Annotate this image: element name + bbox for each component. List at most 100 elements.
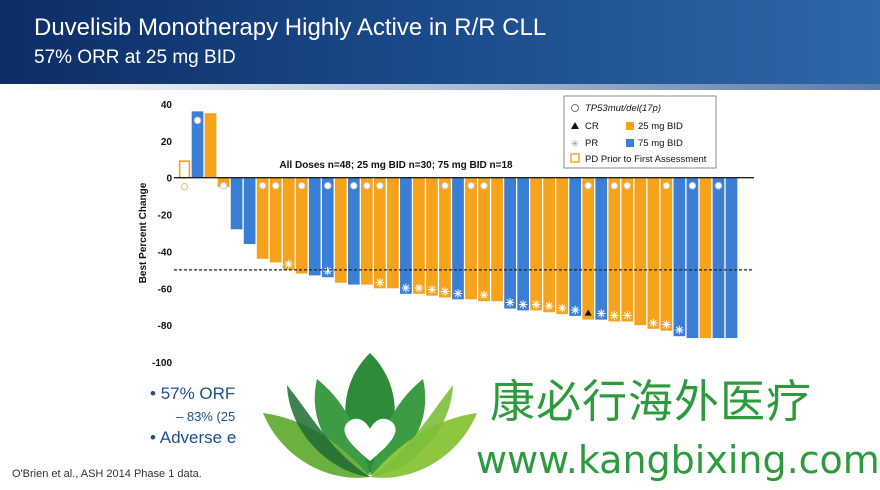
pr-star: ✳ <box>440 287 449 299</box>
bar <box>439 177 451 298</box>
bar <box>256 177 269 259</box>
bar <box>556 177 569 315</box>
pr-star: ✳ <box>505 298 514 310</box>
y-tick-label: -20 <box>158 211 173 222</box>
bullet-orr: • 57% ORF <box>150 384 236 403</box>
watermark-chinese: 康必行海外医疗 <box>490 375 813 428</box>
slide-header: Duvelisib Monotherapy Highly Active in R… <box>0 0 880 84</box>
bar <box>595 177 608 320</box>
slide-subtitle: 57% ORR at 25 mg BID <box>34 47 236 68</box>
bar <box>504 177 516 309</box>
pr-star: ✳ <box>479 290 488 302</box>
legend-75mg-label: 75 mg BID <box>638 138 683 149</box>
tp53-marker <box>467 182 475 190</box>
bar <box>491 177 503 302</box>
pr-star: ✳ <box>597 309 606 321</box>
pr-star: ✳ <box>558 303 567 315</box>
bar <box>191 111 204 178</box>
bar <box>308 177 321 276</box>
bar <box>295 177 308 274</box>
pr-star: ✳ <box>323 266 332 278</box>
tp53-marker <box>584 182 592 190</box>
bar <box>582 177 595 320</box>
tp53-marker <box>363 182 371 190</box>
y-tick-label: 0 <box>166 174 172 185</box>
legend-pr-icon: ✳ <box>571 139 579 150</box>
bar <box>608 177 621 322</box>
tp53-marker <box>180 183 189 191</box>
watermark-url: www.kangbixing.com <box>476 438 880 482</box>
pr-star: ✳ <box>571 305 580 317</box>
bar <box>465 177 477 300</box>
legend-tp53-label: TP53mut/del(17p) <box>585 103 661 114</box>
pr-star: ✳ <box>532 299 541 311</box>
pr-star: ✳ <box>427 285 436 297</box>
pr-star: ✳ <box>610 310 619 322</box>
bar-pd <box>178 160 191 179</box>
legend-orange-swatch <box>626 122 634 130</box>
legend-blue-swatch <box>626 139 634 147</box>
tp53-marker <box>258 182 267 190</box>
bullet-orr-text: 57% ORF <box>160 384 236 403</box>
bar <box>426 177 438 296</box>
bar <box>478 177 490 302</box>
legend-cr-label: CR <box>585 121 599 132</box>
tp53-marker <box>376 182 384 190</box>
pr-star: ✳ <box>519 299 528 311</box>
tp53-marker <box>714 182 723 190</box>
legend-tp53-icon <box>571 104 579 112</box>
pr-star: ✳ <box>284 259 293 271</box>
tp53-marker <box>271 182 280 190</box>
bar <box>413 177 425 294</box>
pr-star: ✳ <box>662 320 671 332</box>
footnote: O'Brien et al., ASH 2014 Phase 1 data. <box>12 468 202 480</box>
bar <box>360 177 373 285</box>
bar <box>712 177 725 339</box>
pr-star: ✳ <box>375 277 384 289</box>
pr-star: ✳ <box>649 318 658 330</box>
bar <box>230 177 243 230</box>
y-tick-label: -100 <box>152 358 172 369</box>
bar <box>543 177 556 313</box>
header-divider <box>0 84 880 90</box>
tp53-marker <box>193 116 202 125</box>
y-tick-label: -80 <box>158 321 173 332</box>
bar <box>269 177 282 263</box>
chart-annotation: All Doses n=48; 25 mg BID n=30; 75 mg BI… <box>279 160 513 171</box>
bar <box>204 113 217 178</box>
bar <box>243 177 256 245</box>
bar <box>387 177 399 289</box>
bar <box>660 177 673 331</box>
tp53-marker <box>324 182 332 190</box>
waterfall-chart: Best Percent Change 40 20 0 -20 -40 -60 -80 -100… <box>138 95 754 369</box>
legend-pd-label: PD Prior to First Assessment <box>585 154 707 165</box>
cr-triangle <box>584 309 592 316</box>
legend-pd-icon <box>570 153 580 163</box>
lotus-logo-icon <box>263 353 477 478</box>
y-tick-label: -60 <box>158 284 173 295</box>
bar <box>517 177 529 311</box>
pr-star: ✳ <box>545 301 554 313</box>
bullet-adverse-text: Adverse e <box>159 428 237 447</box>
legend-25mg-label: 25 mg BID <box>638 121 683 132</box>
tp53-marker <box>441 182 449 190</box>
y-axis-label: Best Percent Change <box>138 182 149 283</box>
tp53-marker <box>219 182 228 190</box>
bar <box>374 177 386 289</box>
bar <box>400 177 412 294</box>
bar <box>347 177 360 285</box>
bar <box>725 177 738 339</box>
sub-bullet: – 83% (25 <box>176 409 236 424</box>
sub-bullet-text: 83% (25 <box>186 409 236 424</box>
legend-cr-icon <box>571 122 579 129</box>
y-tick-label: 40 <box>161 100 173 111</box>
pr-star: ✳ <box>675 325 684 337</box>
pr-star: ✳ <box>623 310 632 322</box>
tp53-marker <box>298 182 306 190</box>
y-tick-label: -40 <box>158 247 173 258</box>
tp53-marker <box>480 182 488 190</box>
bar <box>647 177 660 329</box>
bullet-adverse: • Adverse e <box>150 428 237 447</box>
bar <box>282 177 295 270</box>
tp53-marker <box>662 182 671 190</box>
